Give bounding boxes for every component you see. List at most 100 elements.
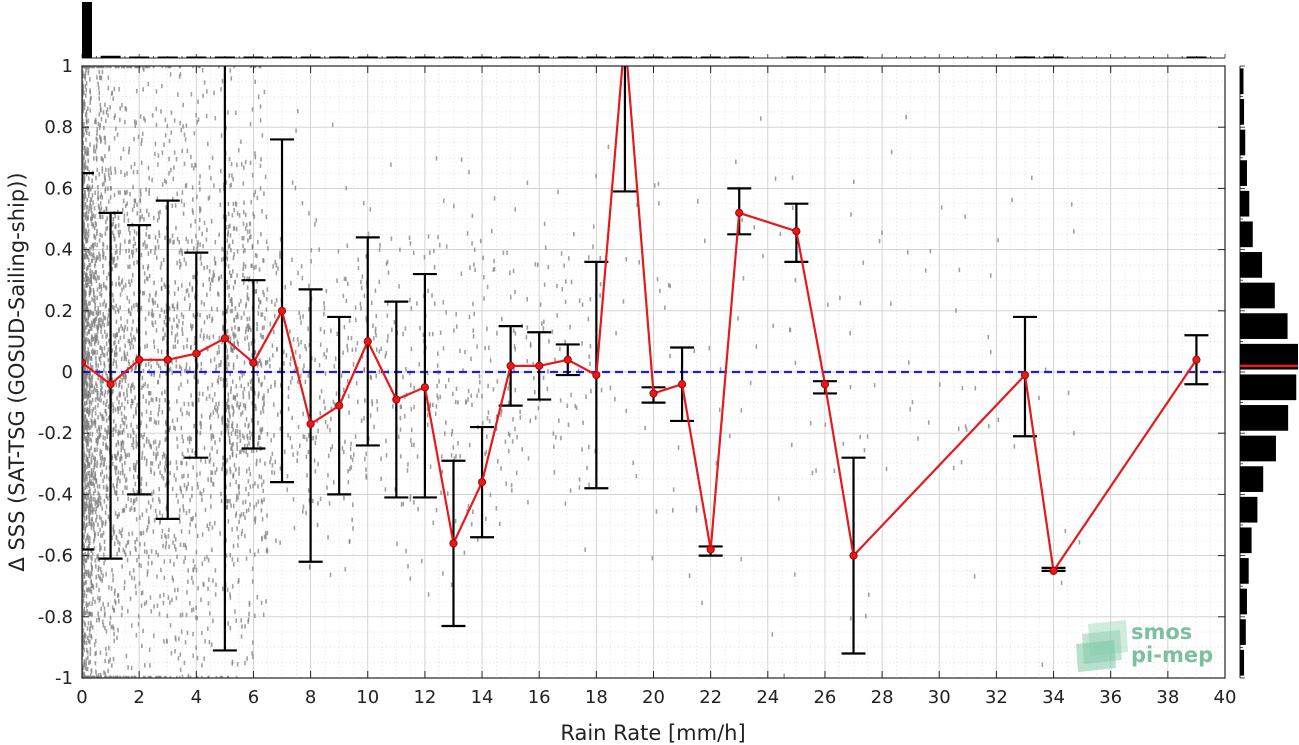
scatter-point — [228, 284, 230, 290]
scatter-point — [89, 77, 91, 82]
scatter-point — [168, 544, 170, 549]
scatter-point — [250, 386, 252, 391]
scatter-point — [89, 574, 92, 579]
scatter-point — [181, 434, 184, 439]
scatter-point — [123, 585, 126, 591]
scatter-point — [262, 289, 264, 295]
scatter-point — [103, 135, 106, 140]
scatter-point — [342, 449, 345, 455]
scatter-point — [578, 477, 581, 482]
scatter-point — [92, 510, 94, 515]
scatter-point — [112, 258, 115, 263]
scatter-point — [232, 544, 235, 549]
scatter-point — [154, 246, 157, 251]
scatter-point — [272, 402, 275, 407]
scatter-point — [232, 331, 234, 337]
scatter-point — [140, 591, 143, 596]
scatter-point — [219, 531, 221, 536]
scatter-point — [185, 545, 187, 551]
scatter-point — [106, 496, 109, 501]
scatter-point — [426, 422, 429, 427]
scatter-point — [136, 442, 139, 447]
scatter-point — [119, 675, 121, 678]
scatter-point — [245, 508, 248, 514]
scatter-point — [92, 213, 95, 218]
scatter-point — [85, 507, 88, 512]
scatter-point — [252, 654, 254, 660]
scatter-point — [105, 167, 107, 172]
scatter-point — [181, 411, 184, 417]
scatter-point — [326, 485, 328, 490]
scatter-point — [89, 673, 92, 678]
scatter-point — [144, 549, 146, 554]
scatter-point — [89, 142, 91, 147]
scatter-point — [97, 81, 99, 87]
scatter-point — [104, 231, 107, 236]
scatter-point — [273, 433, 275, 438]
scatter-point — [453, 328, 455, 333]
scatter-point — [103, 173, 106, 178]
scatter-point — [127, 309, 130, 314]
scatter-point — [133, 303, 135, 308]
scatter-point — [168, 400, 170, 405]
scatter-point — [129, 507, 131, 512]
scatter-point — [133, 161, 136, 167]
scatter-point — [83, 606, 86, 611]
scatter-point — [130, 665, 133, 671]
scatter-point — [145, 276, 148, 281]
scatter-point — [148, 212, 150, 217]
scatter-point — [106, 434, 109, 439]
scatter-point — [183, 257, 186, 262]
scatter-point — [122, 391, 125, 397]
scatter-point — [218, 344, 220, 350]
scatter-point — [111, 292, 114, 298]
scatter-point — [117, 450, 119, 455]
scatter-point — [88, 453, 91, 459]
scatter-point — [169, 72, 172, 77]
scatter-point — [187, 473, 189, 478]
scatter-point — [129, 550, 132, 556]
scatter-point — [210, 476, 212, 482]
scatter-point — [85, 484, 88, 490]
scatter-point — [105, 484, 108, 489]
scatter-point — [91, 193, 94, 198]
scatter-point — [119, 430, 121, 435]
scatter-point — [106, 216, 109, 221]
scatter-point — [171, 597, 173, 603]
scatter-point — [182, 124, 184, 129]
scatter-point — [84, 76, 86, 81]
scatter-point — [159, 470, 161, 475]
scatter-point — [91, 432, 94, 437]
scatter-point — [97, 531, 99, 537]
scatter-point — [514, 331, 517, 336]
scatter-point — [86, 254, 89, 260]
scatter-point — [118, 87, 120, 92]
scatter-point — [314, 357, 316, 363]
scatter-point — [245, 301, 248, 307]
scatter-point — [158, 373, 161, 379]
scatter-point — [138, 562, 141, 568]
scatter-point — [215, 401, 217, 407]
scatter-point — [229, 455, 231, 460]
scatter-point — [130, 623, 133, 628]
scatter-point — [192, 465, 194, 470]
scatter-point — [231, 423, 233, 429]
scatter-point — [120, 530, 122, 536]
scatter-point — [354, 347, 357, 352]
scatter-point — [385, 438, 387, 444]
scatter-point — [378, 279, 381, 285]
scatter-point — [140, 481, 143, 487]
scatter-point — [90, 187, 92, 192]
scatter-point — [117, 190, 120, 195]
scatter-point — [175, 675, 178, 678]
scatter-point — [159, 265, 162, 270]
scatter-point — [89, 268, 92, 273]
scatter-point — [133, 507, 136, 513]
scatter-point — [132, 568, 135, 573]
scatter-point — [87, 216, 89, 221]
scatter-point — [88, 311, 91, 317]
scatter-point — [120, 356, 123, 362]
scatter-point — [226, 366, 229, 372]
scatter-point — [564, 299, 567, 305]
scatter-point — [140, 476, 143, 482]
